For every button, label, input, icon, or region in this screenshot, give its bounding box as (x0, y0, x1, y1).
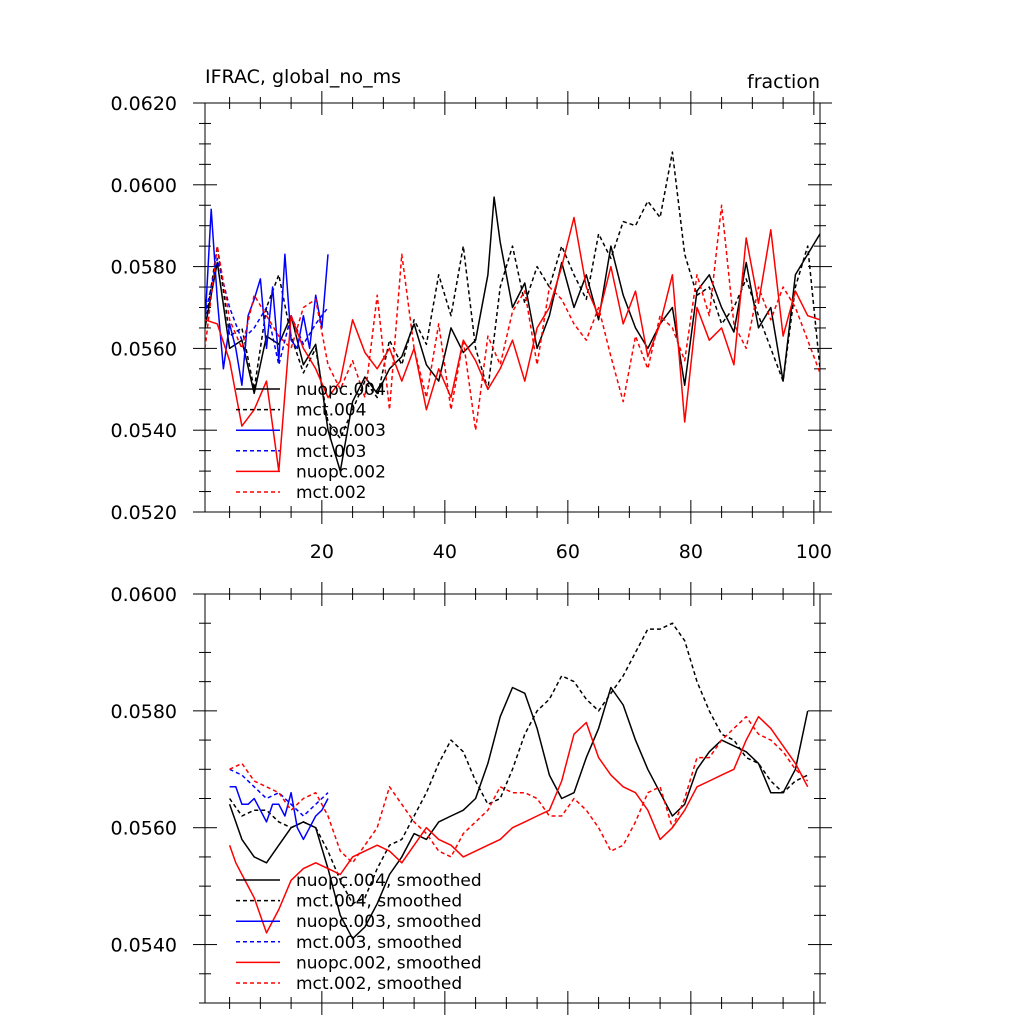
y-tick-label: 0.0600 (111, 584, 177, 606)
series-line-nuopc-002 (205, 216, 820, 472)
x-tick-label: 80 (679, 541, 703, 563)
series-line-nuopc-004-smoothed (228, 686, 809, 940)
y-tick-label: 0.0560 (111, 338, 177, 360)
series-line-mct-002-smoothed (229, 715, 809, 864)
legend-label: nuopc.004, smoothed (296, 871, 482, 891)
series-line-nuopc-004 (205, 196, 820, 472)
y-tick-label: 0.0520 (111, 502, 177, 524)
series-line-mct-004 (205, 151, 820, 440)
y-tick-label: 0.0540 (111, 420, 177, 442)
legend-label: mct.002 (296, 483, 366, 503)
units-label: fraction (747, 71, 820, 93)
y-tick-label: 0.0540 (111, 935, 177, 957)
y-tick-label: 0.0620 (111, 93, 177, 115)
top-panel: 20 40 60 80 100 0.0520 0.0540 0.0560 0.0580 0.060… (111, 66, 832, 563)
legend-label: mct.004, smoothed (296, 892, 462, 912)
x-tick-label: 100 (796, 541, 832, 563)
legend-label: nuopc.002, smoothed (296, 953, 482, 973)
legend-label: mct.003, smoothed (296, 933, 462, 953)
series-line-nuopc-002-smoothed (228, 715, 809, 934)
y-tick-label: 0.0580 (111, 701, 177, 723)
legend-label: nuopc.004 (296, 380, 386, 400)
series-line-nuopc-003 (205, 208, 329, 386)
y-tick-label: 0.0580 (111, 257, 177, 279)
x-tick-label: 40 (433, 541, 457, 563)
y-tick-label: 0.0560 (111, 818, 177, 840)
legend-label: mct.003 (296, 442, 366, 462)
x-tick-label: 60 (556, 541, 580, 563)
x-tick-label: 20 (310, 541, 334, 563)
series-line-mct-003-smoothed (229, 768, 329, 817)
y-tick-label: 0.0600 (111, 175, 177, 197)
legend-label: nuopc.002 (296, 462, 386, 482)
bottom-panel: 0.0540 0.0560 0.0580 0.0600 nuopc.004, smoot… (111, 582, 832, 1015)
legend-label: mct.002, smoothed (296, 974, 462, 994)
chart-title: IFRAC, global_no_ms (205, 66, 401, 88)
series-line-nuopc-003-smoothed (229, 786, 329, 841)
series-line-mct-004-smoothed (228, 622, 809, 905)
series-line-mct-002 (205, 204, 820, 431)
legend-label: nuopc.003 (296, 421, 386, 441)
legend-label: mct.004 (296, 401, 366, 421)
series-group (205, 151, 820, 472)
legend-label: nuopc.003, smoothed (296, 912, 482, 932)
series-group (228, 622, 809, 940)
